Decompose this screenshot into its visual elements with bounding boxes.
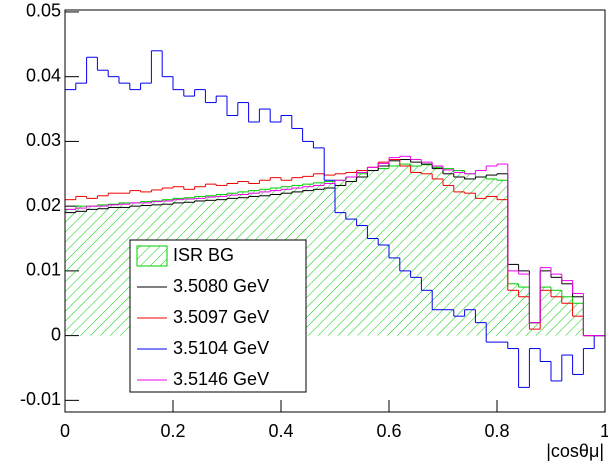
- legend-label: 3.5080 GeV: [173, 276, 269, 296]
- x-tick-label: 0.2: [160, 421, 185, 441]
- series: [65, 50, 605, 388]
- y-tick-label: -0.01: [20, 389, 61, 409]
- y-tick-label: 0: [51, 324, 61, 344]
- y-tick-label: 0.05: [26, 1, 61, 21]
- hatched-bin: [464, 173, 476, 336]
- hatched-bin: [97, 204, 109, 336]
- y-tick-label: 0.04: [26, 65, 61, 85]
- hatched-bin: [389, 166, 400, 336]
- hatched-bin: [475, 177, 487, 336]
- hatched-bin: [302, 184, 314, 336]
- hatched-bin: [572, 303, 584, 336]
- hatched-bin: [518, 287, 530, 336]
- hatched-bin: [399, 164, 411, 336]
- x-tick-label: 0.8: [484, 421, 509, 441]
- hatched-bin: [65, 209, 76, 336]
- hatched-bin: [432, 167, 443, 336]
- hatched-bin: [378, 168, 389, 336]
- hatched-bin: [453, 170, 465, 336]
- legend-label: 3.5104 GeV: [173, 338, 269, 358]
- plot-frame: [64, 9, 606, 413]
- hatched-bin: [421, 164, 433, 336]
- hatched-bin: [108, 204, 119, 336]
- hatched-bin: [507, 283, 519, 336]
- hatched-bin: [367, 170, 379, 336]
- hatched-bin: [410, 166, 422, 336]
- hatched-bin: [86, 206, 98, 336]
- y-tick-label: 0.02: [26, 195, 61, 215]
- x-axis-label: |cosθμ|: [546, 441, 604, 461]
- hatched-bin: [324, 181, 335, 336]
- x-tick-label: 0.6: [376, 421, 401, 441]
- x-tick-label: 0.4: [268, 421, 293, 441]
- hatched-bin: [75, 206, 87, 336]
- hatched-bin: [443, 168, 454, 336]
- legend-label: 3.5146 GeV: [173, 369, 269, 389]
- legend-swatch: [136, 245, 168, 267]
- hatched-bin: [335, 180, 346, 336]
- hatched-bin: [551, 290, 562, 336]
- hatched-bin: [356, 173, 368, 336]
- hatched-bin: [486, 178, 497, 336]
- hatched-bin: [313, 182, 325, 336]
- hatched-bin: [497, 180, 508, 336]
- hatched-bin: [119, 202, 130, 336]
- y-tick-label: 0.03: [26, 130, 61, 150]
- legend-label: 3.5097 GeV: [173, 307, 269, 327]
- hatched-bin: [561, 296, 573, 336]
- x-tick-label: 1: [600, 421, 608, 441]
- series: [65, 155, 605, 337]
- legend-label: ISR BG: [173, 245, 234, 265]
- hatched-bin: [345, 177, 357, 336]
- x-tick-label: 0: [60, 421, 70, 441]
- y-tick-label: 0.01: [26, 260, 61, 280]
- hatched-bin: [540, 287, 551, 336]
